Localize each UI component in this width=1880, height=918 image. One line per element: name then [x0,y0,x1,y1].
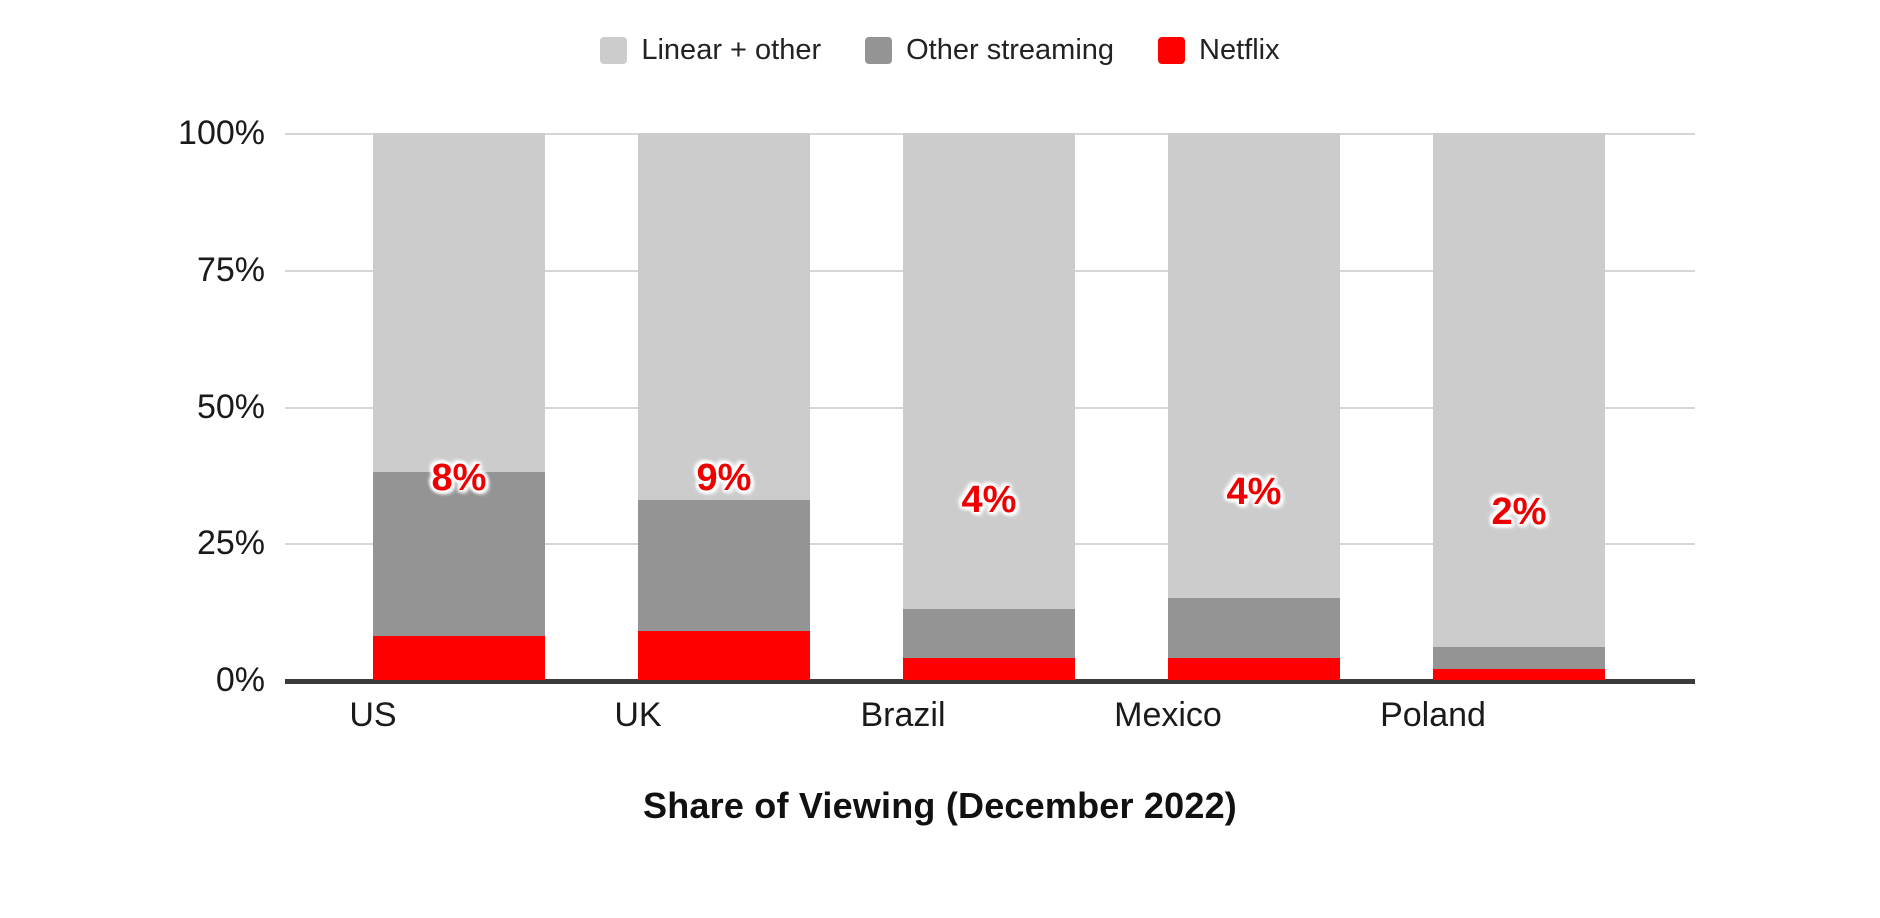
bar-stack-uk [638,133,810,680]
x-axis-label-us: US [349,696,397,734]
legend-swatch-icon-other-streaming [865,37,893,64]
bar-segment-netflix-us[interactable] [373,636,545,680]
legend-label-linear-other: Linear + other [641,34,822,66]
x-axis-label-brazil: Brazil [860,696,946,734]
y-axis-tick-50: 50% [196,387,265,426]
legend-item-other-streaming[interactable]: Other streaming [865,36,1114,65]
x-axis-label-uk: UK [614,696,662,734]
x-axis-label-mexico: Mexico [1114,696,1222,734]
y-axis-tick-100: 100% [178,114,265,152]
chart-legend: Linear + other Other streaming Netflix [0,36,1880,65]
bar-stack-mexico [1168,133,1340,680]
bar-segment-other-streaming-uk[interactable] [638,499,810,631]
bar-value-label-uk: 9% [696,457,752,499]
legend-item-netflix[interactable]: Netflix [1158,36,1280,65]
bar-segment-other-streaming-brazil[interactable] [903,608,1075,659]
bar-segment-netflix-uk[interactable] [638,630,810,680]
bar-stack-brazil [903,133,1075,680]
bar-segment-other-streaming-us[interactable] [373,472,545,637]
bar-segment-linear-other-brazil[interactable] [903,133,1075,609]
bar-group-brazil[interactable]: 4% [903,133,1075,680]
y-axis-tick-75: 75% [196,250,265,289]
bar-group-us[interactable]: 8% [373,133,545,680]
bar-group-uk[interactable]: 9% [638,133,810,680]
legend-label-netflix: Netflix [1199,34,1280,66]
bar-segment-netflix-poland[interactable] [1433,669,1605,680]
bar-group-poland[interactable]: 2% [1433,133,1605,680]
bar-segment-netflix-brazil[interactable] [903,658,1075,680]
legend-swatch-icon-linear-other [600,37,628,64]
bar-value-label-poland: 2% [1491,491,1547,533]
chart-title: Share of Viewing (December 2022) [643,785,1237,826]
bar-segment-linear-other-uk[interactable] [638,133,810,500]
bar-stack-us [373,133,545,680]
bar-segment-linear-other-mexico[interactable] [1168,133,1340,598]
bar-group-mexico[interactable]: 4% [1168,133,1340,680]
legend-label-other-streaming: Other streaming [906,34,1115,66]
bar-stack-poland [1433,133,1605,680]
y-axis-tick-25: 25% [196,524,265,563]
bar-value-label-us: 8% [431,457,487,499]
legend-item-linear-other[interactable]: Linear + other [600,36,821,65]
bar-segment-netflix-mexico[interactable] [1168,658,1340,680]
bar-segment-other-streaming-poland[interactable] [1433,647,1605,670]
bar-value-label-brazil: 4% [961,479,1017,521]
bar-segment-other-streaming-mexico[interactable] [1168,597,1340,659]
legend-swatch-icon-netflix [1158,37,1186,64]
y-axis-tick-0: 0% [215,661,265,699]
x-axis-line [285,679,1695,684]
bar-series-container: 8% 9% 4% 4% [285,133,1695,680]
bar-segment-linear-other-us[interactable] [373,133,545,473]
bar-value-label-mexico: 4% [1226,471,1282,513]
x-axis-label-poland: Poland [1380,696,1486,734]
bar-segment-linear-other-poland[interactable] [1433,133,1605,648]
